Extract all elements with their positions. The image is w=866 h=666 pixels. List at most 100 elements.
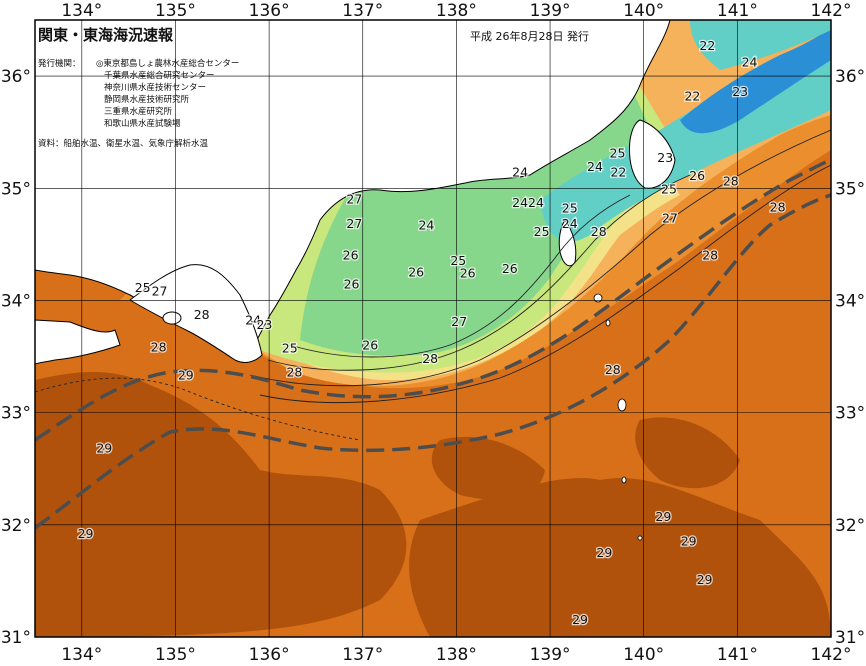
- publisher-institution-4: 静岡県水産技術研究所: [104, 94, 190, 105]
- longitude-label: 138°: [436, 1, 477, 21]
- isotherm-line-27: [249, 129, 831, 387]
- hachijojima-island: [621, 476, 627, 484]
- isotherm-label: 28: [605, 362, 621, 377]
- longitude-labels-bottom: 134° 135° 136° 137° 138° 139° 140° 141° 142°: [61, 645, 851, 665]
- miyakejima-island: [617, 398, 627, 412]
- longitude-label: 140°: [623, 645, 664, 665]
- isotherm-label: 25: [450, 253, 466, 268]
- isotherm-label: 28: [702, 248, 718, 263]
- sea-region-29c-west: [35, 371, 407, 637]
- longitude-label: 137°: [342, 645, 383, 665]
- isotherm-label: 25: [562, 200, 578, 215]
- latitude-label: 34°: [1, 291, 31, 311]
- isotherm-label: 29: [96, 441, 112, 456]
- oshima-island: [593, 293, 603, 303]
- isotherm-line-26: [267, 174, 691, 371]
- latitude-label: 36°: [1, 67, 31, 87]
- longitude-label: 137°: [342, 1, 383, 21]
- isotherm-label: 24: [512, 195, 528, 210]
- isotherm-label: 29: [178, 368, 194, 383]
- isotherm-label: 26: [689, 168, 705, 183]
- isotherm-label: 28: [194, 307, 210, 322]
- latitude-label: 35°: [1, 179, 31, 199]
- isotherm-label: 27: [451, 314, 467, 329]
- longitude-label: 138°: [436, 645, 477, 665]
- publisher-institution-5: 三重県水産研究所: [104, 106, 173, 117]
- map-title: 関東・東海海況速報: [38, 26, 174, 44]
- longitude-label: 141°: [717, 645, 758, 665]
- isotherm-label: 25: [534, 224, 550, 239]
- isotherm-label: 28: [151, 340, 167, 355]
- isotherm-label: 25: [661, 181, 677, 196]
- latitude-label: 33°: [1, 404, 31, 424]
- graticule: [35, 20, 831, 637]
- isotherm-label: 26: [408, 264, 424, 279]
- isotherm-label: 28: [286, 364, 302, 379]
- isotherm-lines: [35, 129, 831, 441]
- isotherm-label: 27: [346, 216, 362, 231]
- longitude-label: 134°: [61, 645, 102, 665]
- latitude-label: 33°: [835, 404, 865, 424]
- isotherm-label: 24: [418, 217, 434, 232]
- publisher-institution-3: 神奈川県水産技術センター: [104, 82, 206, 93]
- isotherm-label: 26: [362, 337, 378, 352]
- latitude-labels-left: 36° 35° 34° 33° 32° 31°: [1, 67, 31, 648]
- kii-peninsula: [129, 264, 263, 363]
- isotherm-label: 25: [282, 341, 298, 356]
- isotherm-label: 27: [346, 191, 362, 206]
- latitude-label: 36°: [835, 67, 865, 87]
- isotherm-label: 25: [135, 280, 151, 295]
- kuroshio-axis: [35, 158, 831, 530]
- isotherm-label: 29: [596, 545, 612, 560]
- latitude-label: 31°: [835, 628, 865, 648]
- isotherm-label: 28: [723, 174, 739, 189]
- latitude-labels-right: 36° 35° 34° 33° 32° 31°: [835, 67, 865, 648]
- sea-region-29c-east: [635, 417, 740, 489]
- longitude-label: 135°: [155, 1, 196, 21]
- latitude-label: 34°: [835, 291, 865, 311]
- longitude-label: 136°: [249, 645, 290, 665]
- longitude-label: 141°: [717, 1, 758, 21]
- isotherm-label: 29: [78, 526, 94, 541]
- sea-region-29c-central: [431, 436, 545, 500]
- isotherm-label: 26: [502, 261, 518, 276]
- isotherm-label: 24: [528, 195, 544, 210]
- isotherm-label: 29: [655, 509, 671, 524]
- publisher-institution-1: ◎東京都島しょ農林水産総合センター: [96, 58, 239, 69]
- longitude-label: 136°: [249, 1, 290, 21]
- temperature-fields: [35, 20, 831, 637]
- longitude-label: 139°: [530, 645, 571, 665]
- isotherm-label: 28: [591, 224, 607, 239]
- isotherm-label: 29: [681, 534, 697, 549]
- latitude-label: 32°: [1, 516, 31, 536]
- shikoku-land: [35, 319, 121, 365]
- map-frame: [34, 19, 832, 638]
- awaji-island: [162, 311, 182, 325]
- isotherm-label: 23: [256, 317, 272, 332]
- isotherm-label: 24: [245, 313, 261, 328]
- isotherm-label: 26: [460, 266, 476, 281]
- isotherm-label: 23: [732, 84, 748, 99]
- isotherm-label: 29: [697, 572, 713, 587]
- info-block: 関東・東海海況速報 平成 26年8月28日 発行 発行機関： ◎東京都島しょ農林…: [38, 26, 589, 149]
- isotherm-label: 24: [587, 159, 603, 174]
- isotherm-label: 25: [610, 145, 626, 160]
- isotherm-label: 27: [152, 283, 168, 298]
- isotherm-label: 22: [684, 88, 700, 103]
- isotherm-label: 24: [512, 165, 528, 180]
- isotherm-line-25: [289, 194, 631, 358]
- sea-region-23c-north: [690, 20, 831, 70]
- publisher-label: 発行機関：: [38, 58, 81, 69]
- longitude-label: 142°: [811, 645, 852, 665]
- isotherm-label: 26: [344, 277, 360, 292]
- niijima-island: [605, 319, 611, 327]
- latitude-label: 31°: [1, 628, 31, 648]
- isotherm-label: 26: [343, 248, 359, 263]
- isotherm-label: 24: [562, 216, 578, 231]
- isotherm-label: 22: [610, 165, 626, 180]
- longitude-label: 142°: [811, 1, 852, 21]
- publisher-institution-6: 和歌山県水産試験場: [104, 118, 181, 129]
- longitude-label: 139°: [530, 1, 571, 21]
- isotherm-label: 29: [572, 612, 588, 627]
